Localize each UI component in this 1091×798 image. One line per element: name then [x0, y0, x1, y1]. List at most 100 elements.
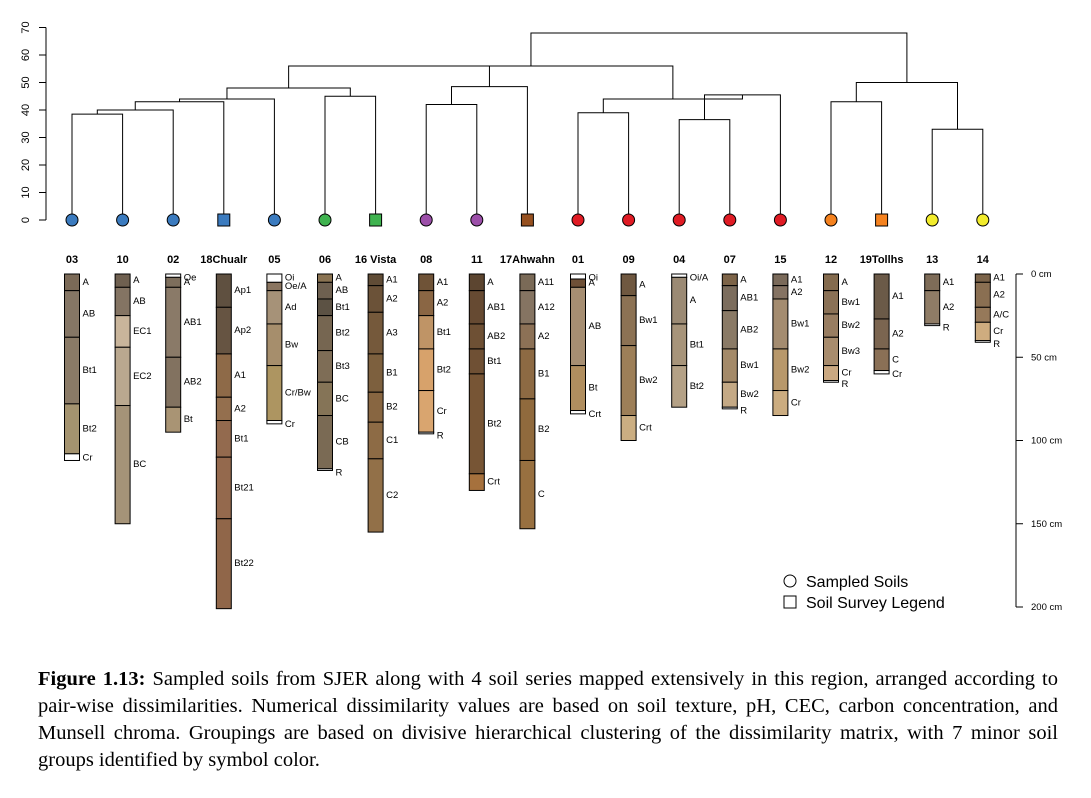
- horizon-band: [317, 298, 333, 317]
- dendrogram-link: [425, 104, 478, 220]
- horizon-band: [924, 273, 941, 292]
- horizon-band: [721, 348, 738, 383]
- horizon-label: Ad: [285, 302, 297, 313]
- y-tick-label: 50: [20, 76, 32, 88]
- horizon-band: [671, 323, 688, 367]
- horizon-band: [873, 273, 890, 320]
- horizon-band: [570, 273, 586, 280]
- horizon-band: [570, 410, 586, 415]
- horizon-label: R: [336, 467, 343, 478]
- profile-label: 10: [116, 254, 128, 266]
- horizon-band: [215, 456, 232, 520]
- horizon-label: Oi/A: [690, 273, 709, 284]
- horizon-label: A: [133, 275, 140, 286]
- leaf-marker-circle: [824, 213, 838, 227]
- horizon-label: Bt1: [437, 327, 451, 338]
- leaf-marker-circle: [470, 213, 484, 227]
- profile-label: 14: [977, 254, 990, 266]
- horizon-label: Oi: [589, 273, 599, 284]
- profile-label: 18Chualr: [200, 254, 248, 266]
- horizon-label: AB2: [184, 377, 202, 388]
- horizon-band: [570, 286, 586, 367]
- horizon-label: Bw1: [639, 315, 657, 326]
- dendrogram-link: [530, 32, 908, 83]
- horizon-band: [114, 286, 131, 317]
- legend-circle-icon: [783, 574, 797, 588]
- horizon-band: [114, 405, 131, 525]
- caption-text: Sampled soils from SJER along with 4 soi…: [38, 668, 1059, 771]
- depth-tick-label: 50 cm: [1031, 352, 1057, 363]
- profile-label: 06: [319, 254, 331, 266]
- horizon-band: [367, 285, 384, 313]
- horizon-label: B1: [386, 368, 398, 379]
- profile-label: 17Ahwahn: [500, 254, 555, 266]
- profile-label: 04: [673, 254, 686, 266]
- horizon-label: Bt21: [234, 482, 254, 493]
- horizon-label: Cr: [842, 368, 852, 379]
- leaf-marker-circle: [925, 213, 939, 227]
- horizon-label: Bw1: [740, 360, 758, 371]
- horizon-band: [519, 323, 536, 350]
- horizon-label: R: [740, 406, 747, 417]
- horizon-label: A: [83, 277, 90, 288]
- profile-label: 09: [622, 254, 634, 266]
- horizon-label: A: [184, 277, 191, 288]
- profile-label: 02: [167, 254, 179, 266]
- profile-label: 15: [774, 254, 786, 266]
- profile-label: 08: [420, 254, 432, 266]
- dendrogram-link: [577, 112, 630, 220]
- dendrogram-link: [288, 65, 490, 88]
- horizon-band: [873, 348, 890, 372]
- horizon-band: [317, 281, 333, 300]
- horizon-band: [215, 353, 232, 398]
- horizon-band: [317, 381, 333, 417]
- horizon-label: Bt1: [336, 302, 350, 313]
- horizon-band: [367, 458, 384, 533]
- leaf-marker-circle: [419, 213, 433, 227]
- legend: Sampled Soils Soil Survey Legend: [783, 574, 945, 612]
- horizon-label: A3: [386, 328, 398, 339]
- horizon-label: Cr: [285, 419, 295, 430]
- horizon-band: [266, 273, 283, 283]
- horizon-band: [266, 290, 283, 325]
- horizon-band: [266, 281, 283, 292]
- horizon-band: [974, 281, 991, 308]
- horizon-band: [418, 348, 435, 392]
- horizon-label: AB1: [487, 302, 505, 313]
- horizon-band: [721, 285, 738, 312]
- horizon-label: BC: [336, 393, 349, 404]
- horizon-label: Crt: [589, 409, 602, 420]
- y-tick-label: 20: [20, 159, 32, 171]
- y-tick-label: 0: [20, 217, 32, 223]
- horizon-band: [519, 273, 536, 292]
- horizon-band: [924, 323, 941, 327]
- dendrogram-link: [389, 65, 674, 99]
- dendrogram-link: [96, 109, 174, 220]
- horizon-label: Bt: [184, 414, 193, 425]
- horizon-band: [620, 273, 637, 297]
- horizon-label: B1: [538, 368, 550, 379]
- horizon-label: Cr: [892, 369, 902, 380]
- leaf-marker-circle: [65, 213, 79, 227]
- profile-label: 07: [724, 254, 736, 266]
- horizon-label: A1: [437, 277, 449, 288]
- horizon-band: [519, 348, 536, 400]
- horizon-label: A1: [791, 274, 803, 285]
- horizon-band: [215, 306, 232, 355]
- dendrogram-link: [830, 101, 883, 220]
- horizon-band: [64, 336, 80, 405]
- horizon-label: Bt22: [234, 558, 254, 569]
- dendrogram-link: [324, 95, 377, 220]
- horizon-label: Bt2: [83, 423, 97, 434]
- horizon-label: A/C: [993, 309, 1009, 320]
- horizon-band: [317, 350, 333, 383]
- horizon-label: EC1: [133, 326, 151, 337]
- horizon-label: Bt2: [437, 364, 451, 375]
- horizon-label: A2: [943, 302, 955, 313]
- profile-label: 19Tollhs: [860, 254, 904, 266]
- dendrogram-tree: [71, 32, 984, 220]
- horizon-label: A: [740, 274, 747, 285]
- horizon-label: Bw: [285, 339, 298, 350]
- horizon-label: C: [892, 354, 899, 365]
- horizon-band: [64, 273, 80, 292]
